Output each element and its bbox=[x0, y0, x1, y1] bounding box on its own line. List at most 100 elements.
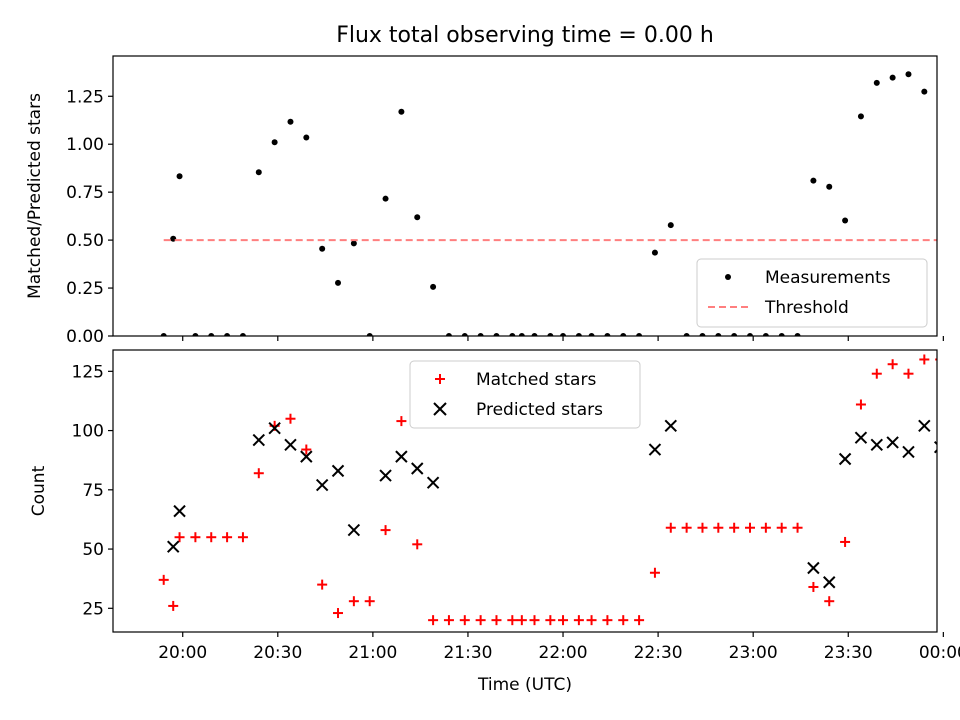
y-tick-label: 125 bbox=[72, 362, 104, 382]
matched-stars-point bbox=[491, 615, 502, 626]
measurement-point bbox=[651, 249, 658, 256]
measurement-point bbox=[303, 134, 310, 141]
matched-stars-point bbox=[443, 615, 454, 626]
measurement-point bbox=[531, 333, 538, 336]
count-y-axis-label: Count bbox=[29, 465, 49, 516]
measurement-point bbox=[176, 173, 183, 180]
matched-stars-point bbox=[333, 608, 344, 619]
matched-stars-point bbox=[824, 596, 835, 607]
measurement-point bbox=[224, 333, 231, 336]
ratio-y-axis: 0.00 0.25 0.50 0.75 1.00 1.25 bbox=[66, 87, 113, 347]
matched-stars-point bbox=[681, 522, 692, 533]
measurement-point bbox=[382, 195, 389, 202]
ratio-panel: 0.00 0.25 0.50 0.75 1.00 1.25 Matched/Predict… bbox=[25, 55, 944, 347]
predicted-stars-point bbox=[167, 540, 180, 553]
x-tick-label: 21:30 bbox=[443, 643, 492, 663]
matched-stars-point bbox=[697, 522, 708, 533]
matched-stars-point bbox=[412, 539, 423, 550]
legend-matched-label: Matched stars bbox=[476, 370, 596, 390]
x-tick-label: 23:30 bbox=[824, 643, 873, 663]
matched-stars-point bbox=[364, 596, 375, 607]
ratio-plot-area bbox=[160, 71, 937, 336]
matched-stars-point bbox=[516, 615, 527, 626]
predicted-stars-point bbox=[838, 452, 852, 466]
matched-stars-point bbox=[428, 615, 439, 626]
predicted-stars-point bbox=[854, 431, 868, 444]
measurement-point bbox=[319, 245, 326, 252]
predicted-stars-point bbox=[807, 561, 820, 575]
matched-stars-point bbox=[545, 615, 556, 626]
matched-stars-point bbox=[618, 615, 629, 626]
matched-stars-point bbox=[301, 444, 312, 455]
x-tick-label: 23:00 bbox=[729, 643, 778, 663]
measurement-point bbox=[715, 333, 722, 336]
predicted-stars-point bbox=[173, 504, 186, 518]
predicted-stars-point bbox=[918, 419, 931, 433]
measurement-point bbox=[509, 333, 516, 336]
count-legend-box bbox=[409, 360, 641, 429]
predicted-stars-point bbox=[395, 450, 408, 463]
measurement-point bbox=[604, 333, 611, 336]
measurement-point bbox=[810, 177, 817, 184]
matched-stars-point bbox=[190, 532, 201, 543]
y-tick-label: 1.25 bbox=[66, 87, 104, 107]
matched-stars-point bbox=[602, 615, 613, 626]
matched-stars-point bbox=[840, 536, 851, 547]
matched-stars-point bbox=[745, 522, 756, 533]
predicted-stars-point bbox=[886, 436, 899, 449]
x-tick-label: 22:00 bbox=[539, 643, 588, 663]
matched-stars-point bbox=[222, 532, 233, 543]
matched-stars-point bbox=[317, 579, 328, 590]
y-tick-label: 0.00 bbox=[66, 327, 104, 347]
y-tick-label: 0.75 bbox=[66, 183, 104, 203]
matched-stars-point bbox=[285, 413, 296, 424]
measurement-point bbox=[208, 333, 215, 336]
ratio-legend-box bbox=[696, 258, 928, 328]
matched-stars-point bbox=[919, 354, 930, 365]
matched-stars-point bbox=[529, 615, 540, 626]
ratio-y-axis-label: Matched/Predicted stars bbox=[25, 93, 45, 299]
matched-stars-point bbox=[586, 615, 597, 626]
measurement-point bbox=[518, 333, 525, 336]
matched-stars-point bbox=[396, 416, 407, 427]
count-plot-area bbox=[158, 354, 937, 626]
matched-stars-point bbox=[573, 615, 584, 626]
measurement-point bbox=[430, 283, 437, 290]
count-axes-frame bbox=[112, 349, 938, 633]
predicted-stars-point bbox=[870, 438, 883, 451]
count-panel: 25 50 75 100 125 20:00 20:30 21:00 21:30 22:00 22… bbox=[29, 349, 960, 663]
measurement-point bbox=[477, 333, 484, 336]
legend-dot-icon bbox=[725, 274, 731, 280]
count-x-axis: 20:00 20:30 21:00 21:30 22:00 22:30 23:00 23:30… bbox=[158, 632, 960, 663]
measurement-point bbox=[667, 222, 674, 229]
measurement-point bbox=[445, 333, 452, 336]
predicted-stars-point bbox=[347, 523, 361, 537]
y-tick-label: 0.25 bbox=[66, 279, 104, 299]
y-tick-label: 50 bbox=[82, 540, 104, 560]
x-tick-label: 20:30 bbox=[253, 643, 302, 663]
measurement-point bbox=[857, 113, 864, 120]
matched-stars-point bbox=[808, 581, 819, 592]
matched-stars-point bbox=[887, 359, 898, 370]
legend-measurements-label: Measurements bbox=[765, 268, 891, 288]
predicted-stars-point bbox=[379, 469, 392, 482]
x-tick-label: 20:00 bbox=[158, 643, 207, 663]
measurement-point bbox=[731, 333, 738, 336]
matched-stars-point bbox=[558, 615, 569, 626]
matched-stars-point bbox=[168, 600, 179, 611]
predicted-stars-point bbox=[300, 450, 313, 463]
predicted-stars-point bbox=[823, 576, 836, 589]
predicted-stars-point bbox=[284, 438, 297, 451]
matched-stars-point bbox=[729, 522, 740, 533]
measurement-point bbox=[636, 333, 643, 336]
predicted-stars-point bbox=[648, 443, 662, 456]
matched-stars-point bbox=[174, 532, 185, 543]
matched-stars-point bbox=[871, 368, 882, 379]
matched-stars-point bbox=[348, 596, 359, 607]
matched-stars-point bbox=[776, 522, 787, 533]
measurement-point bbox=[699, 333, 706, 336]
predicted-stars-point bbox=[331, 464, 345, 478]
measurement-point bbox=[461, 333, 468, 336]
